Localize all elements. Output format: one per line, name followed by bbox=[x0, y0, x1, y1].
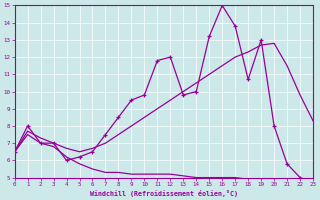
X-axis label: Windchill (Refroidissement éolien,°C): Windchill (Refroidissement éolien,°C) bbox=[90, 190, 238, 197]
